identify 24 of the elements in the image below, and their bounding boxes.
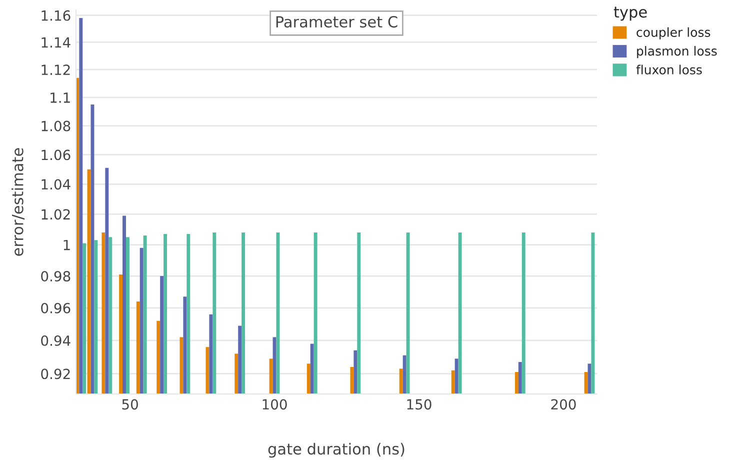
legend-title: type: [614, 6, 647, 21]
y-tick-label: 1.04: [42, 179, 70, 190]
x-tick-label: 50: [122, 399, 138, 410]
chart-title: Parameter set C: [276, 16, 398, 28]
y-tick-label: 1.1: [50, 92, 70, 103]
y-tick-label: 1.14: [42, 37, 70, 48]
x-axis-title: gate duration (ns): [268, 442, 404, 458]
y-tick-label: 1: [64, 240, 70, 250]
x-tick-label: 150: [407, 399, 432, 410]
y-tick-label: 0.94: [41, 335, 70, 346]
legend-label: fluxon loss: [636, 64, 702, 74]
y-tick-label: 1.02: [42, 209, 70, 220]
x-tick-label: 200: [551, 399, 576, 410]
y-tick-label: 0.96: [41, 302, 70, 314]
y-tick-label: 1.08: [42, 120, 70, 132]
y-tick-label: 1.12: [42, 64, 70, 75]
legend-label: plasmon loss: [637, 46, 717, 58]
y-tick-label: 0.92: [41, 368, 70, 380]
x-tick-label: 100: [262, 399, 287, 410]
y-tick-label: 1.16: [42, 10, 70, 21]
y-tick-label: 1.06: [42, 150, 70, 160]
legend-label: coupler loss: [636, 27, 710, 40]
y-axis-title: error/estimate: [12, 148, 25, 256]
y-tick-label: 0.98: [41, 270, 70, 282]
